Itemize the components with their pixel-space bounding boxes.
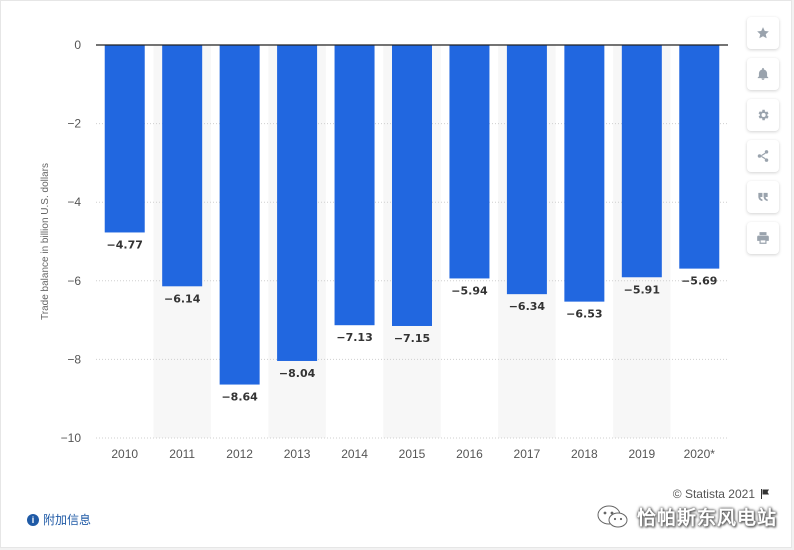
share-icon xyxy=(757,150,769,162)
chart-toolbar xyxy=(747,17,779,263)
y-tick-label: −2 xyxy=(67,117,81,131)
watermark-text: 恰帕斯东风电站 xyxy=(637,508,778,529)
value-labels: −4.77 −6.14 −8.64 −8.04 −7.13 −7.15 −5.94 −6.34… xyxy=(107,238,718,403)
quote-icon xyxy=(758,192,768,202)
x-tick-label: 2012 xyxy=(226,447,253,461)
bar xyxy=(679,45,720,269)
print-icon xyxy=(757,232,769,244)
additional-info-link[interactable]: i 附加信息 xyxy=(27,511,91,528)
value-label: −6.34 xyxy=(509,300,546,313)
bell-icon xyxy=(757,67,769,80)
x-tick-label: 2016 xyxy=(456,447,483,461)
x-tick-label: 2018 xyxy=(571,447,598,461)
value-label: −5.69 xyxy=(681,275,717,288)
x-tick-label: 2015 xyxy=(399,447,426,461)
value-label: −7.13 xyxy=(336,331,372,344)
watermark: 恰帕斯东风电站 xyxy=(597,503,777,530)
notification-button[interactable] xyxy=(747,58,779,90)
y-tick-label: 0 xyxy=(74,38,81,52)
gear-icon xyxy=(758,109,769,121)
bar xyxy=(392,45,432,326)
y-axis-label: Trade balance in billion U.S. dollars xyxy=(40,163,51,320)
y-tick-label: −6 xyxy=(67,274,81,288)
flag-icon xyxy=(761,489,769,499)
bars xyxy=(104,45,720,385)
cite-button[interactable] xyxy=(747,181,779,213)
value-label: −5.94 xyxy=(451,284,488,297)
bar xyxy=(564,45,605,302)
settings-button[interactable] xyxy=(747,99,779,131)
additional-info-label: 附加信息 xyxy=(43,513,92,527)
y-tick-labels: 0 −2 −4 −6 −8 −10 xyxy=(61,38,82,445)
y-tick-label: −8 xyxy=(67,352,81,366)
value-label: −6.14 xyxy=(164,292,201,305)
value-label: −8.64 xyxy=(221,391,258,404)
x-tick-label: 2013 xyxy=(284,447,311,461)
source-credit[interactable]: © Statista 2021 xyxy=(673,487,771,501)
value-label: −7.15 xyxy=(394,332,430,345)
y-tick-label: −4 xyxy=(67,195,81,209)
x-tick-label: 2020* xyxy=(684,447,716,461)
bar xyxy=(162,45,203,287)
favorite-button[interactable] xyxy=(747,17,779,49)
bar xyxy=(334,45,375,326)
x-tick-label: 2017 xyxy=(514,447,541,461)
x-tick-label: 2011 xyxy=(169,447,195,461)
x-tick-label: 2019 xyxy=(628,447,655,461)
bar xyxy=(621,45,662,278)
info-icon: i xyxy=(27,513,39,526)
x-tick-labels: 2010 2011 2012 2013 2014 2015 2016 2017 2018 2019… xyxy=(111,447,715,461)
value-label: −4.77 xyxy=(107,238,143,251)
x-tick-label: 2010 xyxy=(111,447,138,461)
print-button[interactable] xyxy=(747,222,779,254)
source-text: © Statista 2021 xyxy=(672,487,755,501)
bar xyxy=(219,45,260,385)
value-label: −5.91 xyxy=(624,283,660,296)
value-label: −8.04 xyxy=(279,367,316,380)
star-icon xyxy=(757,27,769,39)
y-tick-label: −10 xyxy=(61,431,82,445)
wechat-icon xyxy=(597,505,628,527)
bar xyxy=(506,45,547,295)
bar xyxy=(449,45,490,279)
share-button[interactable] xyxy=(747,140,779,172)
value-label: −6.53 xyxy=(566,308,602,321)
bar xyxy=(104,45,145,233)
x-tick-label: 2014 xyxy=(341,447,368,461)
bar xyxy=(277,45,318,361)
